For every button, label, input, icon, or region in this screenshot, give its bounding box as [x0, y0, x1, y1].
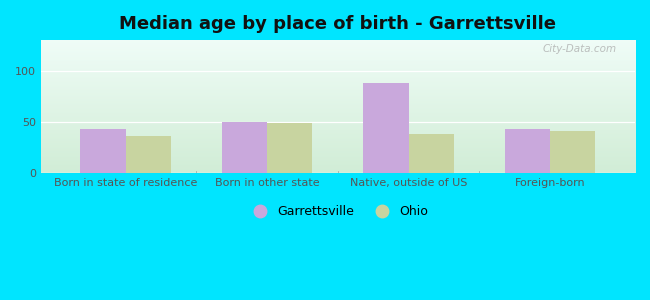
Legend: Garrettsville, Ohio: Garrettsville, Ohio — [242, 200, 434, 223]
Title: Median age by place of birth - Garrettsville: Median age by place of birth - Garrettsv… — [120, 15, 556, 33]
Bar — [505, 129, 550, 173]
Bar — [550, 131, 595, 173]
Bar — [409, 134, 454, 173]
Bar — [81, 129, 125, 173]
Bar — [267, 123, 313, 173]
Text: City-Data.com: City-Data.com — [543, 44, 618, 54]
Bar — [125, 136, 171, 173]
Bar — [222, 122, 267, 173]
Bar — [363, 83, 409, 173]
